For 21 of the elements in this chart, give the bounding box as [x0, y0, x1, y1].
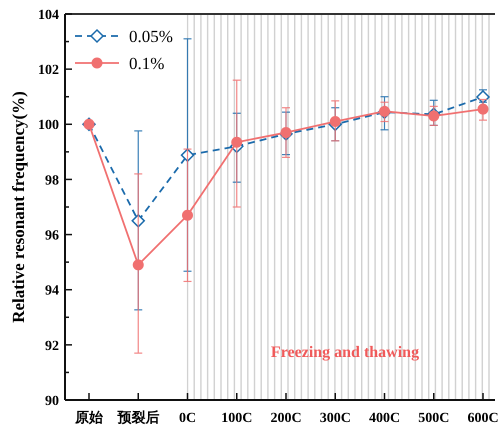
y-tick-label: 94 [45, 284, 59, 299]
legend-label: 0.1% [129, 54, 164, 73]
y-tick-label: 96 [45, 228, 59, 244]
x-tick-label: 400C [368, 411, 400, 425]
x-tick-label: 600C [467, 411, 498, 425]
x-tick-label: 100C [221, 411, 252, 425]
y-tick-label: 104 [38, 8, 59, 23]
x-tick-label: 预裂后 [116, 409, 160, 425]
y-tick-label: 100 [38, 118, 59, 134]
y-axis-title: Relative resonant frequency(%) [9, 91, 28, 323]
x-tick-label: 原始 [74, 410, 104, 425]
annotation: Freezing and thawing [270, 344, 420, 361]
x-tick-label: 500C [418, 411, 450, 425]
y-tick-label: 102 [38, 63, 59, 78]
y-tick-label: 98 [45, 173, 59, 188]
x-tick-label: 200C [270, 411, 302, 425]
x-tick-label: 0C [178, 411, 196, 425]
y-tick-label: 92 [45, 338, 59, 354]
legend-label: 0.05% [129, 26, 173, 46]
x-tick-label: 300C [320, 411, 351, 425]
y-tick-label: 90 [45, 394, 59, 409]
